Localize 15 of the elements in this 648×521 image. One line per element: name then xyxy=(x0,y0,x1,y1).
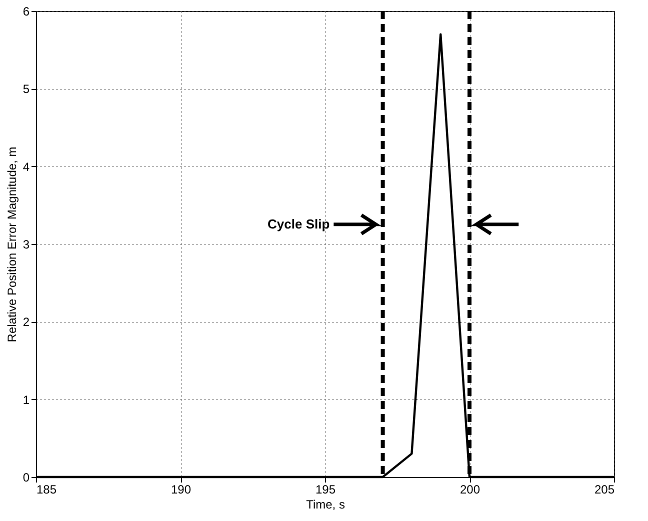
x-tick-label: 195 xyxy=(315,482,336,496)
annotation: Cycle Slip xyxy=(268,216,330,232)
x-axis-title: Time, s xyxy=(306,498,345,512)
y-tick-label: 4 xyxy=(22,160,30,174)
y-axis-title: Relative Position Error Magnitude, m xyxy=(4,146,19,342)
y-tick-label: 3 xyxy=(22,238,30,252)
x-tick-label: 205 xyxy=(594,482,615,496)
x-tick-label: 185 xyxy=(36,482,57,496)
x-tick-label: 200 xyxy=(460,482,480,496)
y-tick-label: 2 xyxy=(22,315,30,330)
y-tick-label: 1 xyxy=(22,392,30,407)
y-tick-label: 6 xyxy=(22,4,30,18)
x-tick-label: 190 xyxy=(170,482,192,496)
y-tick-label: 5 xyxy=(22,82,30,96)
y-tick-label: 0 xyxy=(22,470,30,484)
